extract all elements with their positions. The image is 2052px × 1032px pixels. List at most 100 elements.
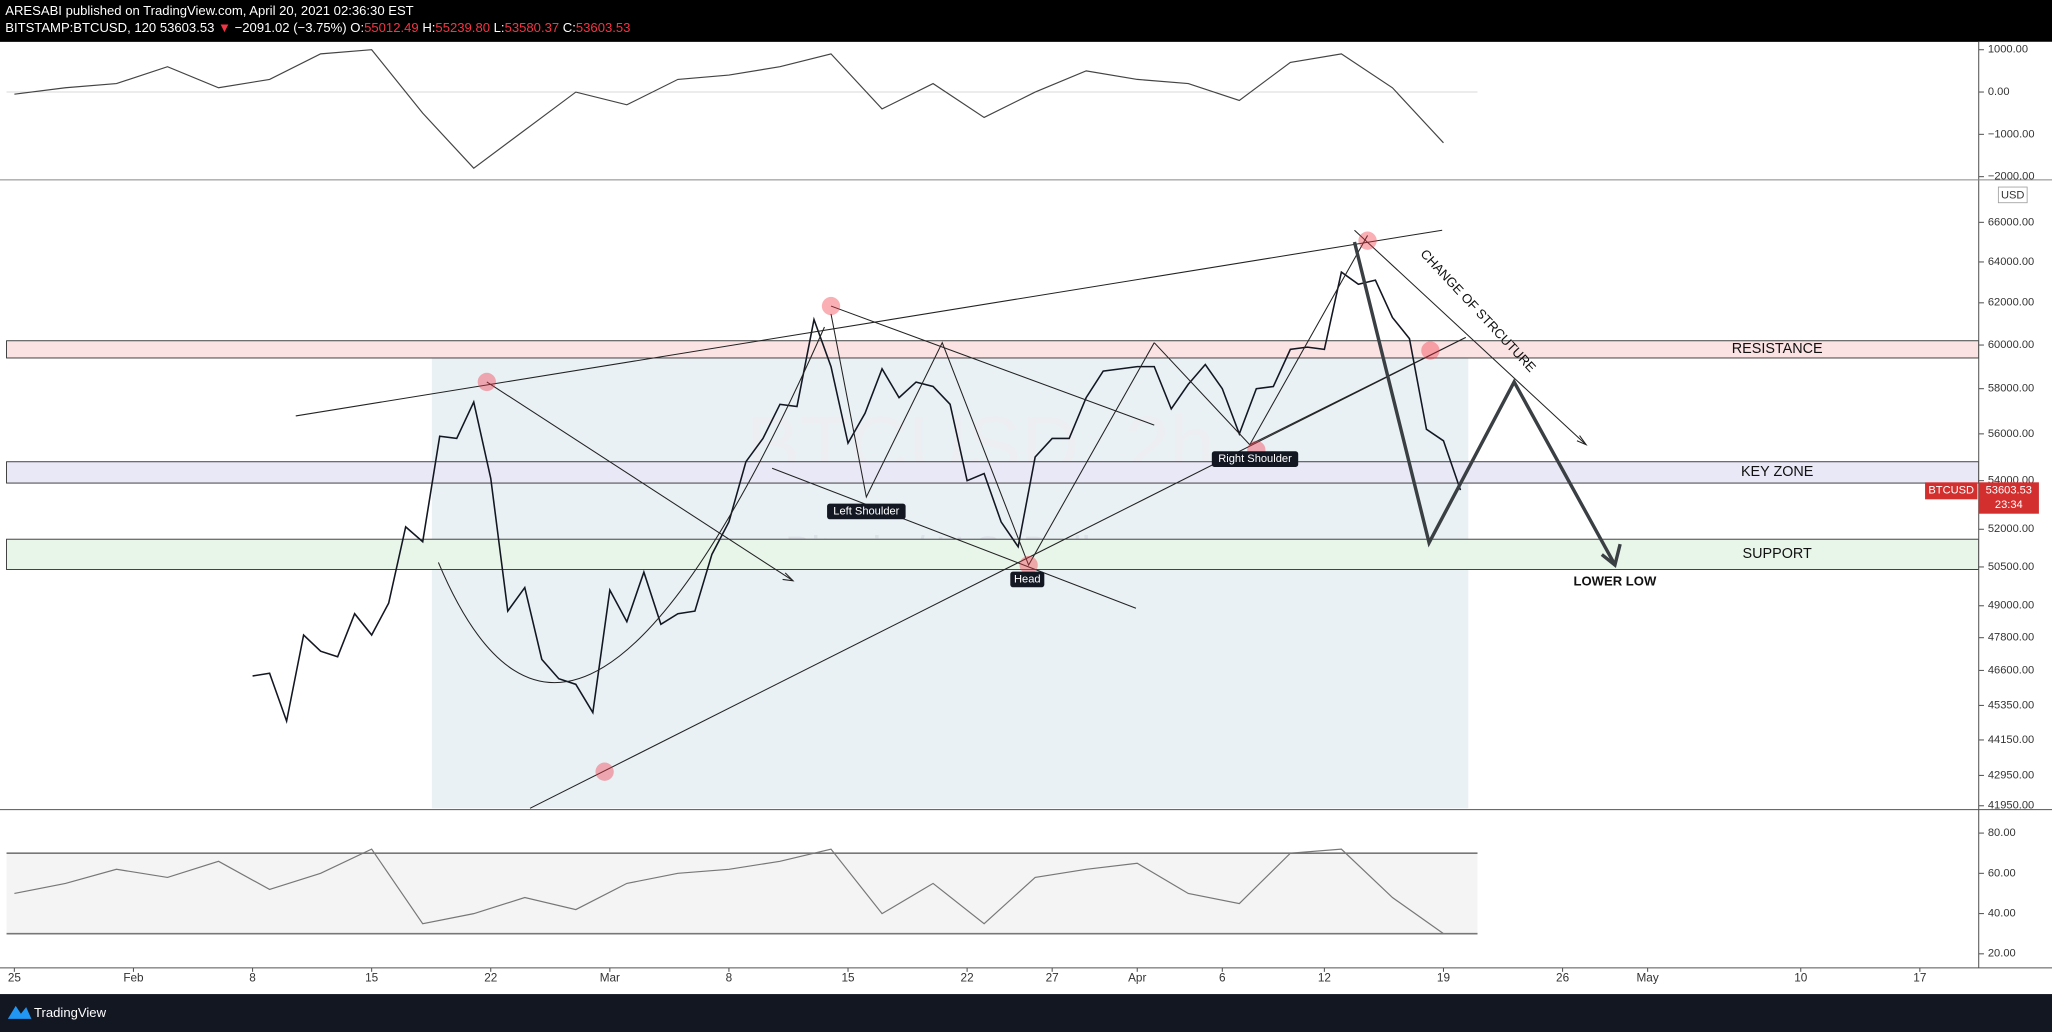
pattern-label: Right Shoulder [1218,453,1292,465]
change: −2091.02 (−3.75%) [235,20,347,35]
y-tick-label: 60000.00 [1988,339,2034,351]
y-tick-label: 80.00 [1988,827,2016,839]
x-tick-label: 8 [249,971,256,984]
y-tick-label: 42950.00 [1988,769,2034,781]
indicator-shade [431,342,1469,809]
arrow: ▼ [218,20,231,35]
trendline [771,467,1137,609]
pivot [595,762,614,781]
pivot [1019,555,1038,575]
ohlc-label: H: [422,20,435,35]
x-tick-label: 6 [1219,971,1226,984]
y-tick-label: 41950.00 [1988,800,2034,812]
x-tick-label: 22 [961,971,974,984]
y-tick-label: 20.00 [1988,948,2016,960]
price-label-symbol-box [1925,482,1978,500]
x-tick-label: 25 [8,971,22,984]
y-tick-label: 0.00 [1988,86,2010,98]
x-tick-label: 27 [1046,971,1059,984]
price: 53603.53 [160,20,215,35]
axes: 25 Feb 8 15 22 Mar 8 15 22 27 Apr 6 12 19 26 May 10 17 660… [8,44,2039,984]
pattern-label: Head [1014,573,1041,585]
ohlc-value: 55012.49 [364,20,419,35]
y-tick-label: −1000.00 [1988,128,2035,140]
annotation: LOWER LOW [1573,574,1656,589]
pattern-label: Left Shoulder [833,505,899,517]
price-label-price: 53603.53 [1986,485,2032,497]
y-tick-label: 56000.00 [1988,428,2034,440]
ohlc-label: O: [350,20,364,35]
x-tick-label: 26 [1556,971,1570,984]
ohlc-label: L: [494,20,505,35]
series-line [252,270,1462,725]
y-tick-label: 60.00 [1988,867,2016,879]
x-tick-label: Apr [1128,971,1146,984]
header-bar [0,0,2052,42]
projection [1352,241,1616,564]
x-tick-label: 22 [484,971,497,984]
trendline [1249,336,1466,446]
currency: USD [2001,189,2024,201]
trendline [529,336,1466,809]
y-tick-label: 44150.00 [1988,734,2034,746]
price-label-box [1978,482,2039,514]
zone-label: KEY ZONE [1741,464,1813,480]
pattern-label-box [1010,571,1045,588]
arrow-heads [782,435,1588,582]
currency-box [1997,186,2028,204]
pivot [1421,341,1440,360]
series-line [14,49,1444,169]
price-axis-bg [1978,41,2052,995]
ohlc-value: 55239.80 [435,20,490,35]
x-tick-label: Feb [123,971,144,984]
pivot [1358,231,1377,250]
zone-label: SUPPORT [1743,546,1812,562]
x-tick-label: 17 [1913,971,1926,984]
y-tick-label: 1000.00 [1988,44,2028,56]
y-tick-label: −2000.00 [1988,171,2035,183]
footer-bar [0,994,2052,1032]
symbol: BITSTAMP:BTCUSD, 120 [5,20,156,35]
pattern-zigzag [830,313,1155,567]
drawings [295,229,1622,809]
trendline [830,305,1155,426]
y-tick-label: 54000.00 [1988,475,2034,487]
x-tick-label: 8 [726,971,733,984]
x-tick-label: 15 [841,971,855,984]
rsi-band [6,853,1478,934]
arc [437,326,825,684]
x-tick-label: May [1637,971,1659,984]
trendline [1354,229,1587,446]
x-tick-label: 10 [1794,971,1808,984]
zone-label: RESISTANCE [1732,341,1823,357]
zones [6,340,1980,570]
price-label-symbol: BTCUSD [1928,485,1974,497]
y-tick-label: 64000.00 [1988,256,2034,268]
x-tick-label: 12 [1318,971,1331,984]
y-tick-label: 50500.00 [1988,561,2034,573]
x-tick-label: 19 [1437,971,1450,984]
projection-arrow [1600,543,1622,569]
trendline [486,381,794,582]
x-tick-label: 15 [365,971,379,984]
zone [6,538,1980,570]
y-tick-label: 52000.00 [1988,523,2034,535]
ohlc-label: C: [563,20,576,35]
y-tick-label: 40.00 [1988,908,2016,920]
y-tick-label: 62000.00 [1988,297,2034,309]
y-tick-label: 66000.00 [1988,216,2034,228]
y-tick-label: 45350.00 [1988,699,2034,711]
pattern-label-box [1211,451,1299,467]
y-tick-label: 46600.00 [1988,664,2034,676]
series-line [14,848,1444,935]
price-label-countdown: 23:34 [1995,499,2023,511]
pattern-label-box [827,503,906,520]
y-tick-label: 49000.00 [1988,600,2034,612]
y-tick-label: 47800.00 [1988,632,2034,644]
y-tick-label: 58000.00 [1988,383,2034,395]
pivot [477,372,496,392]
brand-logo [7,1005,32,1019]
ohlc-value: 53580.37 [505,20,560,35]
